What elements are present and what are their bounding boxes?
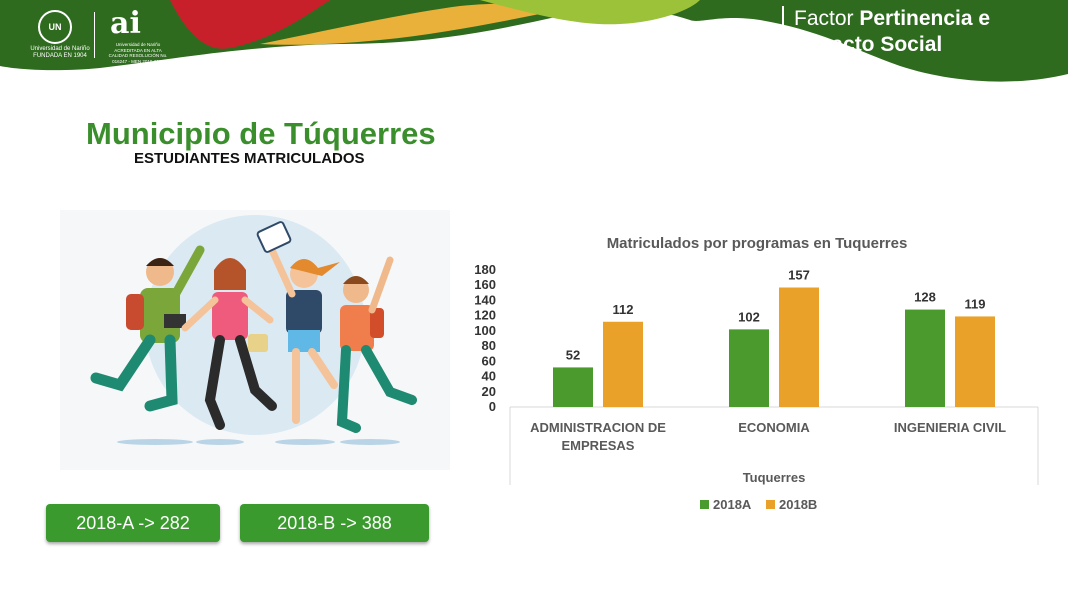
x-tick-label: EMPRESAS xyxy=(562,438,635,453)
legend-label: 2018A xyxy=(713,497,752,512)
legend-label: 2018B xyxy=(779,497,817,512)
y-tick-label: 60 xyxy=(482,353,496,368)
y-tick-label: 80 xyxy=(482,338,496,353)
chart-legend: 2018A 2018B xyxy=(700,497,817,512)
ai-logo: ai xyxy=(110,6,141,41)
y-tick-label: 120 xyxy=(474,308,496,323)
bar-data-label: 119 xyxy=(965,296,986,311)
bar-data-label: 102 xyxy=(738,309,760,324)
y-tick-label: 180 xyxy=(474,262,496,277)
student-2-figure xyxy=(181,258,277,430)
header-wave-red xyxy=(170,0,330,49)
university-logo: UN Universidad de Nariño FUNDADA EN 1904… xyxy=(30,8,170,64)
chart-title: Matriculados por programas en Tuquerres xyxy=(607,235,908,252)
university-founded-text: FUNDADA EN 1904 xyxy=(33,53,87,59)
stat-2018a-button[interactable]: 2018-A -> 282 xyxy=(46,504,220,542)
bar-data-label: 52 xyxy=(566,347,580,362)
university-name-text: Universidad de Nariño xyxy=(30,46,90,52)
factor-title: Factor Pertinencia e Impacto Social xyxy=(782,6,990,58)
bar-data-label: 128 xyxy=(914,290,936,305)
header-wave-lime xyxy=(480,0,700,25)
y-tick-label: 40 xyxy=(482,369,496,384)
factor-title-light: Factor xyxy=(794,7,860,30)
plot-area xyxy=(509,406,1039,485)
bar-data-label: 112 xyxy=(613,302,634,317)
x-tick-label: ADMINISTRACION DE xyxy=(530,420,666,435)
factor-title-bold-2: Impacto Social xyxy=(794,33,943,56)
header-wave-yellow xyxy=(260,3,560,45)
bar xyxy=(603,321,643,407)
bar-data-label: 157 xyxy=(788,268,810,283)
factor-title-bold-1: Pertinencia e xyxy=(859,7,991,30)
student-3-figure xyxy=(256,221,340,424)
bar xyxy=(779,287,819,407)
legend-swatch xyxy=(766,500,775,509)
bar xyxy=(729,329,769,407)
legend-swatch xyxy=(700,500,709,509)
x-tick-label: ECONOMIA xyxy=(738,420,810,435)
university-seal-icon: UN xyxy=(38,10,72,44)
bar xyxy=(553,367,593,407)
x-axis-label: Tuquerres xyxy=(743,470,806,485)
stat-2018b-button[interactable]: 2018-B -> 388 xyxy=(240,504,429,542)
y-tick-label: 140 xyxy=(474,292,496,307)
bar xyxy=(955,316,995,407)
logo-divider xyxy=(94,12,95,58)
y-tick-label: 0 xyxy=(489,399,496,414)
ai-logo-subtitle: Universidad de Nariño ACREDITADA EN ALTA… xyxy=(108,42,168,64)
student-1-figure xyxy=(90,245,205,412)
y-tick-label: 20 xyxy=(482,384,496,399)
y-tick-label: 160 xyxy=(474,277,496,292)
bar xyxy=(905,309,945,407)
page-title: Municipio de Túquerres xyxy=(86,116,436,151)
x-tick-label: INGENIERIA CIVIL xyxy=(894,420,1006,435)
y-tick-label: 100 xyxy=(474,323,496,338)
bar-chart: Matriculados por programas en Tuquerres … xyxy=(474,235,1039,512)
x-axis: ADMINISTRACION DE EMPRESAS ECONOMIA INGENIE… xyxy=(530,420,1006,453)
university-name: Universidad de Nariño FUNDADA EN 1904 xyxy=(30,46,90,60)
page-subtitle: ESTUDIANTES MATRICULADOS xyxy=(134,150,365,167)
bars: 52 112 102 157 128 119 xyxy=(553,268,995,407)
student-4-figure xyxy=(336,256,417,433)
header-banner xyxy=(0,0,1068,82)
students-jumping-illustration xyxy=(60,210,450,470)
